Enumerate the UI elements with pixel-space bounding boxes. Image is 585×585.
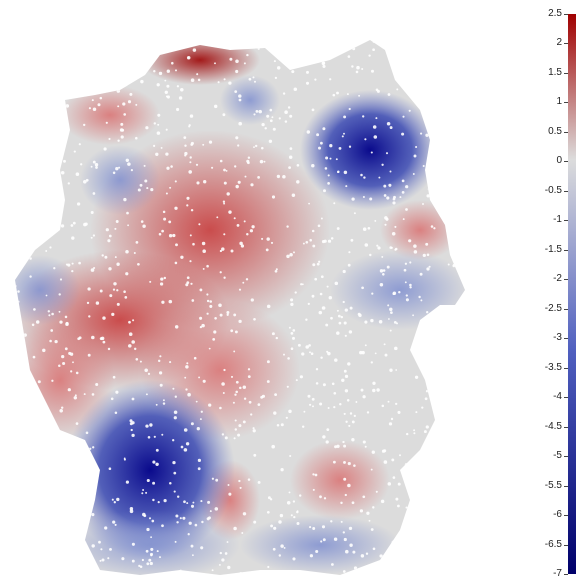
colorbar-tick [564, 426, 568, 428]
colorbar-tick [564, 574, 568, 575]
colorbar-tick-label: 1 [556, 96, 562, 108]
colorbar-legend: 2.5 2 1.5 1 0.5 0 -0.5 -1 -1.5 -2 -2.5 -3 -3.5 -4 -4.5… [530, 8, 585, 579]
colorbar-tick [564, 308, 568, 310]
colorbar-tick-label: 0.5 [548, 125, 562, 137]
colorbar-tick [564, 131, 568, 133]
colorbar-tick-label: -2.5 [544, 302, 562, 314]
germany-shape [15, 40, 465, 575]
colorbar-tick [564, 279, 568, 281]
colorbar-tick-label: -6.5 [544, 538, 562, 550]
colorbar-tick [564, 485, 568, 487]
colorbar-tick-label: -4 [553, 391, 562, 403]
colorbar-tick-label: 2.5 [548, 8, 562, 19]
colorbar-tick [564, 190, 568, 192]
colorbar-tick [564, 43, 568, 45]
colorbar-tick-label: -5 [553, 450, 562, 462]
colorbar-tick [564, 397, 568, 399]
colorbar-tick [564, 338, 568, 340]
colorbar-tick-label: -1.5 [544, 243, 562, 255]
colorbar-tick-label: -0.5 [544, 184, 562, 196]
colorbar [568, 14, 576, 574]
colorbar-tick-label: -5.5 [544, 479, 562, 491]
colorbar-tick-label: -3 [553, 332, 562, 344]
colorbar-tick [564, 456, 568, 458]
colorbar-tick [564, 220, 568, 222]
colorbar-tick-label: -1 [553, 214, 562, 226]
germany-scatter-map [15, 40, 465, 575]
colorbar-tick [564, 72, 568, 74]
colorbar-tick-label: 2 [556, 37, 562, 49]
colorbar-tick-label: -6 [553, 509, 562, 521]
colorbar-tick [564, 367, 568, 369]
colorbar-tick-label: -7 [553, 568, 562, 579]
colorbar-tick [564, 544, 568, 546]
colorbar-tick-label: -4.5 [544, 420, 562, 432]
colorbar-tick-label: 0 [556, 155, 562, 167]
colorbar-tick [564, 515, 568, 517]
colorbar-tick-label: -2 [553, 273, 562, 285]
colorbar-tick [564, 161, 568, 163]
colorbar-tick [564, 249, 568, 251]
colorbar-tick [564, 102, 568, 104]
colorbar-tick [564, 14, 568, 15]
colorbar-tick-label: 1.5 [548, 66, 562, 78]
colorbar-tick-label: -3.5 [544, 361, 562, 373]
